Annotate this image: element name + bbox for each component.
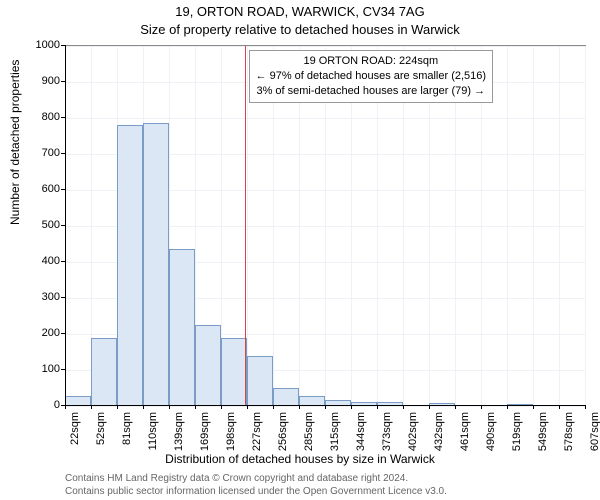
y-axis: [65, 45, 66, 405]
x-tick-mark: [169, 405, 170, 409]
histogram-bar: [169, 249, 195, 406]
annotation-line: 19 ORTON ROAD: 224sqm: [256, 54, 487, 69]
x-tick-mark: [429, 405, 430, 409]
y-tick-mark: [61, 261, 65, 262]
annotation-line: ← 97% of detached houses are smaller (2,…: [256, 69, 487, 84]
x-tick-label: 110sqm: [147, 412, 159, 472]
x-tick-mark: [351, 405, 352, 409]
gridline-v: [585, 46, 586, 406]
gridline-v: [533, 46, 534, 406]
x-tick-mark: [91, 405, 92, 409]
x-tick-label: 227sqm: [251, 412, 263, 472]
footer-line-2: Contains public sector information licen…: [65, 486, 447, 497]
x-tick-label: 461sqm: [459, 412, 471, 472]
x-tick-label: 22sqm: [69, 412, 81, 472]
gridline-v: [559, 46, 560, 406]
y-tick-mark: [61, 45, 65, 46]
x-tick-label: 285sqm: [303, 412, 315, 472]
x-axis-label: Distribution of detached houses by size …: [0, 452, 600, 466]
x-tick-mark: [481, 405, 482, 409]
histogram-bar: [91, 338, 117, 406]
y-tick-mark: [61, 369, 65, 370]
y-tick-mark: [61, 225, 65, 226]
title-main: 19, ORTON ROAD, WARWICK, CV34 7AG: [0, 4, 600, 19]
y-tick-label: 600: [10, 183, 60, 195]
x-tick-mark: [117, 405, 118, 409]
x-tick-label: 490sqm: [485, 412, 497, 472]
histogram-bar: [117, 125, 143, 406]
x-tick-label: 607sqm: [589, 412, 600, 472]
histogram-bar: [143, 123, 169, 406]
y-tick-label: 800: [10, 111, 60, 123]
x-tick-mark: [143, 405, 144, 409]
histogram-bar: [221, 338, 247, 406]
x-tick-mark: [403, 405, 404, 409]
histogram-bar: [273, 388, 299, 406]
y-tick-label: 300: [10, 291, 60, 303]
x-tick-mark: [533, 405, 534, 409]
x-tick-mark: [221, 405, 222, 409]
x-tick-mark: [299, 405, 300, 409]
footer-line-1: Contains HM Land Registry data © Crown c…: [65, 473, 408, 484]
chart-container: 19, ORTON ROAD, WARWICK, CV34 7AG Size o…: [0, 0, 600, 500]
x-tick-label: 52sqm: [95, 412, 107, 472]
histogram-bar: [247, 356, 273, 406]
x-tick-mark: [559, 405, 560, 409]
x-tick-label: 519sqm: [511, 412, 523, 472]
x-tick-mark: [507, 405, 508, 409]
y-tick-label: 100: [10, 363, 60, 375]
histogram-bar: [195, 325, 221, 406]
x-tick-mark: [585, 405, 586, 409]
y-tick-mark: [61, 333, 65, 334]
reference-line: [245, 46, 246, 406]
title-sub: Size of property relative to detached ho…: [0, 22, 600, 37]
x-tick-label: 315sqm: [329, 412, 341, 472]
y-tick-mark: [61, 297, 65, 298]
y-tick-label: 500: [10, 219, 60, 231]
x-tick-label: 256sqm: [277, 412, 289, 472]
y-tick-label: 1000: [10, 39, 60, 51]
annotation-box: 19 ORTON ROAD: 224sqm← 97% of detached h…: [249, 50, 494, 103]
x-tick-label: 169sqm: [199, 412, 211, 472]
x-tick-mark: [247, 405, 248, 409]
y-tick-mark: [61, 189, 65, 190]
x-tick-mark: [65, 405, 66, 409]
x-tick-mark: [195, 405, 196, 409]
x-tick-mark: [325, 405, 326, 409]
x-tick-label: 432sqm: [433, 412, 445, 472]
plot-area: 19 ORTON ROAD: 224sqm← 97% of detached h…: [65, 45, 586, 406]
x-tick-label: 81sqm: [121, 412, 133, 472]
x-tick-label: 402sqm: [407, 412, 419, 472]
x-tick-label: 373sqm: [381, 412, 393, 472]
y-tick-label: 0: [10, 399, 60, 411]
x-tick-mark: [455, 405, 456, 409]
y-tick-label: 400: [10, 255, 60, 267]
y-tick-label: 700: [10, 147, 60, 159]
y-tick-label: 900: [10, 75, 60, 87]
x-tick-label: 139sqm: [173, 412, 185, 472]
y-tick-mark: [61, 117, 65, 118]
x-tick-label: 198sqm: [225, 412, 237, 472]
y-tick-mark: [61, 153, 65, 154]
x-tick-mark: [273, 405, 274, 409]
x-tick-label: 578sqm: [563, 412, 575, 472]
y-tick-label: 200: [10, 327, 60, 339]
annotation-line: 3% of semi-detached houses are larger (7…: [256, 84, 487, 99]
y-tick-mark: [61, 81, 65, 82]
x-tick-label: 549sqm: [537, 412, 549, 472]
gridline-v: [507, 46, 508, 406]
x-tick-label: 344sqm: [355, 412, 367, 472]
x-tick-mark: [377, 405, 378, 409]
